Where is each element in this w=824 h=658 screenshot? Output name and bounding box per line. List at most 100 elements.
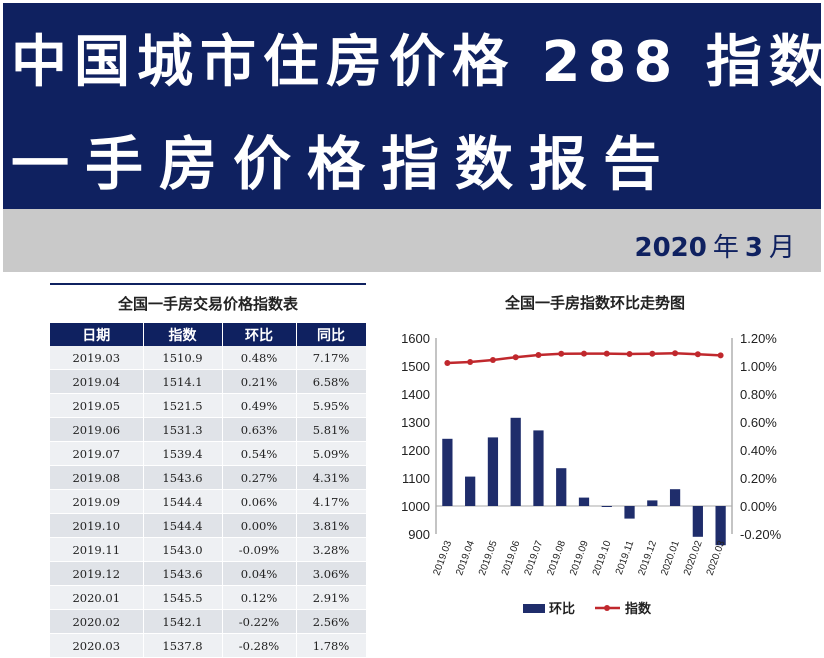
right-tick-label: 0.40% — [740, 443, 777, 458]
right-tick-label: 1.20% — [740, 331, 777, 346]
cell-date: 2019.11 — [50, 537, 144, 562]
cell-yoy: 5.81% — [296, 417, 367, 442]
cell-date: 2019.12 — [50, 561, 144, 586]
x-tick-label: 2019.11 — [614, 539, 637, 576]
date-year: 2020 — [634, 233, 707, 263]
cell-index: 1531.3 — [143, 417, 223, 442]
table-row: 2019.09 1544.4 0.06% 4.17% — [50, 489, 367, 514]
cell-date: 2019.08 — [50, 465, 144, 490]
left-tick-label: 1000 — [401, 499, 430, 514]
table-row: 2019.03 1510.9 0.48% 7.17% — [50, 346, 367, 370]
table-header-row: 日期 指数 环比 同比 — [50, 323, 367, 346]
bar-mom — [692, 506, 703, 537]
cell-index: 1542.1 — [143, 609, 223, 634]
left-tick-label: 1400 — [401, 387, 430, 402]
table-row: 2020.03 1537.8 -0.28% 1.78% — [50, 633, 367, 658]
point-index — [444, 359, 451, 366]
index-table: 日期 指数 环比 同比 2019.03 1510.9 0.48% 7.17% 2019.04 1… — [50, 323, 367, 658]
left-tick-label: 1100 — [402, 471, 430, 486]
cell-mom: 0.63% — [222, 417, 297, 442]
point-index — [626, 350, 633, 357]
cell-yoy: 3.28% — [296, 537, 367, 562]
right-tick-label: 0.00% — [740, 499, 777, 514]
cell-mom: 0.48% — [222, 346, 297, 370]
cell-date: 2019.10 — [50, 513, 144, 538]
cell-index: 1544.4 — [143, 513, 223, 538]
chart-title: 全国一手房指数环比走势图 — [504, 294, 685, 312]
report-title-line2: 一手房价格指数报告 — [11, 130, 678, 198]
cell-date: 2019.05 — [50, 393, 144, 418]
table-row: 2020.01 1545.5 0.12% 2.91% — [50, 585, 367, 610]
right-tick-label: -0.20% — [740, 527, 782, 542]
cell-mom: 0.54% — [222, 441, 297, 466]
cell-mom: 0.06% — [222, 489, 297, 514]
cell-mom: -0.22% — [222, 609, 297, 634]
legend-bar-label: 环比 — [549, 601, 575, 617]
cell-index: 1543.0 — [143, 537, 223, 562]
column-header-date: 日期 — [50, 323, 144, 346]
column-header-yoy: 同比 — [296, 323, 367, 346]
x-tick-label: 2019.04 — [454, 539, 477, 577]
right-tick-label: 0.20% — [740, 471, 777, 486]
bar-mom — [647, 500, 658, 506]
x-tick-label: 2019.03 — [432, 539, 455, 577]
cell-date: 2020.03 — [50, 633, 144, 658]
cell-yoy: 6.58% — [296, 369, 367, 394]
bar-mom — [715, 506, 726, 546]
x-tick-label: 2019.08 — [545, 539, 568, 577]
report-title-line1: 中国城市住房价格 288 指数 — [11, 30, 824, 95]
report-date: 2020 年 3 月 — [635, 227, 802, 264]
bar-mom — [556, 468, 567, 506]
x-tick-label: 2019.05 — [477, 539, 500, 577]
x-tick-label: 2019.07 — [523, 539, 546, 577]
left-tick-label: 900 — [408, 527, 430, 542]
point-index — [649, 350, 656, 357]
point-index — [581, 350, 587, 357]
cell-mom: -0.28% — [222, 633, 297, 658]
cell-index: 1510.9 — [143, 346, 223, 370]
cell-yoy: 7.17% — [296, 346, 367, 370]
title-banner: 中国城市住房价格 288 指数 一手房价格指数报告 — [3, 3, 824, 209]
bar-mom — [578, 497, 590, 506]
table-row: 2019.11 1543.0 -0.09% 3.28% — [50, 537, 367, 562]
x-tick-label: 2019.12 — [636, 539, 659, 577]
cell-mom: 0.00% — [222, 513, 297, 538]
right-tick-label: 0.80% — [740, 387, 777, 402]
bar-mom — [533, 430, 544, 506]
cell-mom: 0.04% — [222, 561, 297, 586]
cell-index: 1521.5 — [143, 393, 223, 418]
cell-date: 2019.03 — [50, 346, 144, 370]
table-row: 2019.05 1521.5 0.49% 5.95% — [50, 393, 367, 418]
left-tick-label: 1200 — [401, 443, 430, 458]
point-index — [467, 359, 474, 366]
cell-mom: 0.21% — [222, 369, 297, 394]
point-index — [489, 356, 496, 363]
column-header-index: 指数 — [143, 323, 223, 346]
cell-mom: -0.09% — [222, 537, 297, 562]
table-row: 2019.06 1531.3 0.63% 5.81% — [50, 417, 367, 442]
index-table-panel: 全国一手房交易价格指数表 日期 指数 环比 同比 2019.03 1510.9 0.48%… — [50, 283, 367, 658]
right-tick-label: 1.00% — [740, 359, 777, 374]
cell-yoy: 3.06% — [296, 561, 367, 586]
cell-date: 2019.06 — [50, 417, 144, 442]
point-index — [535, 351, 542, 358]
table-row: 2019.10 1544.4 0.00% 3.81% — [50, 513, 367, 538]
cell-date: 2019.09 — [50, 489, 144, 514]
cell-yoy: 2.56% — [296, 609, 367, 634]
legend-line-label: 指数 — [625, 601, 652, 617]
table-row: 2019.04 1514.1 0.21% 6.58% — [50, 369, 367, 394]
table-row: 2020.02 1542.1 -0.22% 2.56% — [50, 609, 367, 634]
legend-bar-swatch — [523, 604, 545, 613]
cell-mom: 0.27% — [222, 465, 297, 490]
cell-index: 1543.6 — [143, 465, 223, 490]
legend-line-marker — [604, 605, 610, 611]
cell-date: 2019.04 — [50, 369, 144, 394]
cell-mom: 0.12% — [222, 585, 297, 610]
cell-yoy: 4.31% — [296, 465, 367, 490]
cell-yoy: 3.81% — [296, 513, 367, 538]
table-body: 2019.03 1510.9 0.48% 7.17% 2019.04 1514.1 0.21… — [50, 346, 367, 658]
cell-yoy: 1.78% — [296, 633, 367, 658]
x-tick-label: 2019.10 — [591, 539, 614, 577]
cell-yoy: 5.09% — [296, 441, 367, 466]
left-tick-label: 1500 — [401, 359, 430, 374]
